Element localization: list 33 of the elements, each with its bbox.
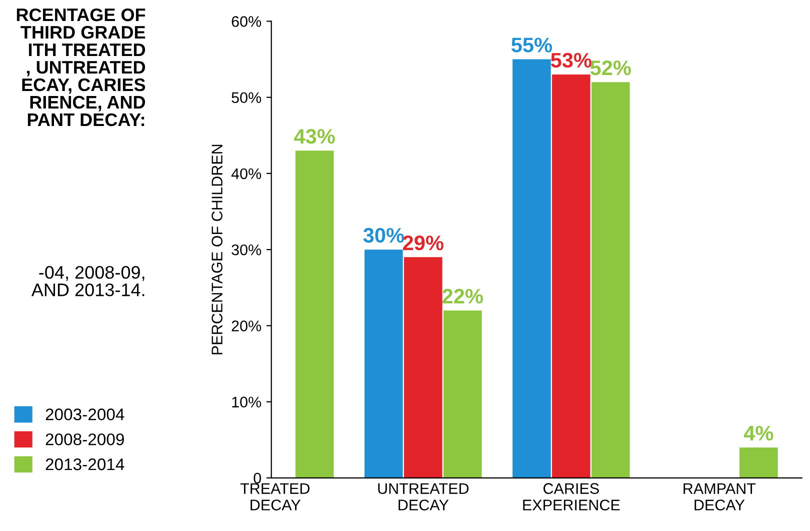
data-label: 55% — [511, 38, 552, 52]
data-label: 52% — [590, 60, 631, 76]
text: RCENTAGE OF THIRD GRADE ITH TREATED , UNTREATED ECAY, CARIES RIENCE, AND PANT DECAY: — [16, 8, 146, 126]
x-tick-label: RAMPANT DECAY — [684, 483, 756, 510]
y-tick-label: 0 — [254, 472, 262, 484]
y-tick-label: 10% — [232, 396, 262, 408]
y-tick-label: 20% — [232, 320, 262, 332]
bar — [552, 74, 590, 478]
bar — [740, 447, 778, 478]
y-tick-label: 30% — [232, 244, 262, 256]
x-tick-label: TREATED DECAY — [240, 483, 310, 510]
y-tick-label: 40% — [231, 168, 262, 180]
x-tick-label: UNTREATED DECAY — [378, 483, 469, 510]
bar — [295, 150, 334, 478]
data-label: 29% — [403, 236, 444, 250]
y-tick-label: 50% — [232, 92, 262, 104]
data-label: 22% — [442, 288, 483, 304]
text: -04, 2008-09, AND 2013-14. — [31, 266, 144, 296]
y-axis-title: PERCENTAGE OF CHILDREN — [212, 144, 222, 354]
legend-label: 2013-2014 — [46, 458, 124, 470]
bar — [364, 250, 403, 478]
data-label: 53% — [550, 52, 592, 68]
x-tick-label: CARIES EXPERIENCE — [523, 483, 620, 510]
data-label: 43% — [294, 128, 335, 144]
bar — [443, 310, 482, 478]
bar — [404, 257, 442, 478]
data-label: 30% — [363, 228, 404, 243]
legend-label: 2008-2009 — [46, 433, 124, 446]
bar — [512, 59, 551, 478]
bar — [591, 82, 630, 478]
data-label: 4% — [744, 426, 774, 441]
y-tick-label: 60% — [232, 16, 262, 27]
legend-label: 2003-2004 — [46, 408, 124, 420]
